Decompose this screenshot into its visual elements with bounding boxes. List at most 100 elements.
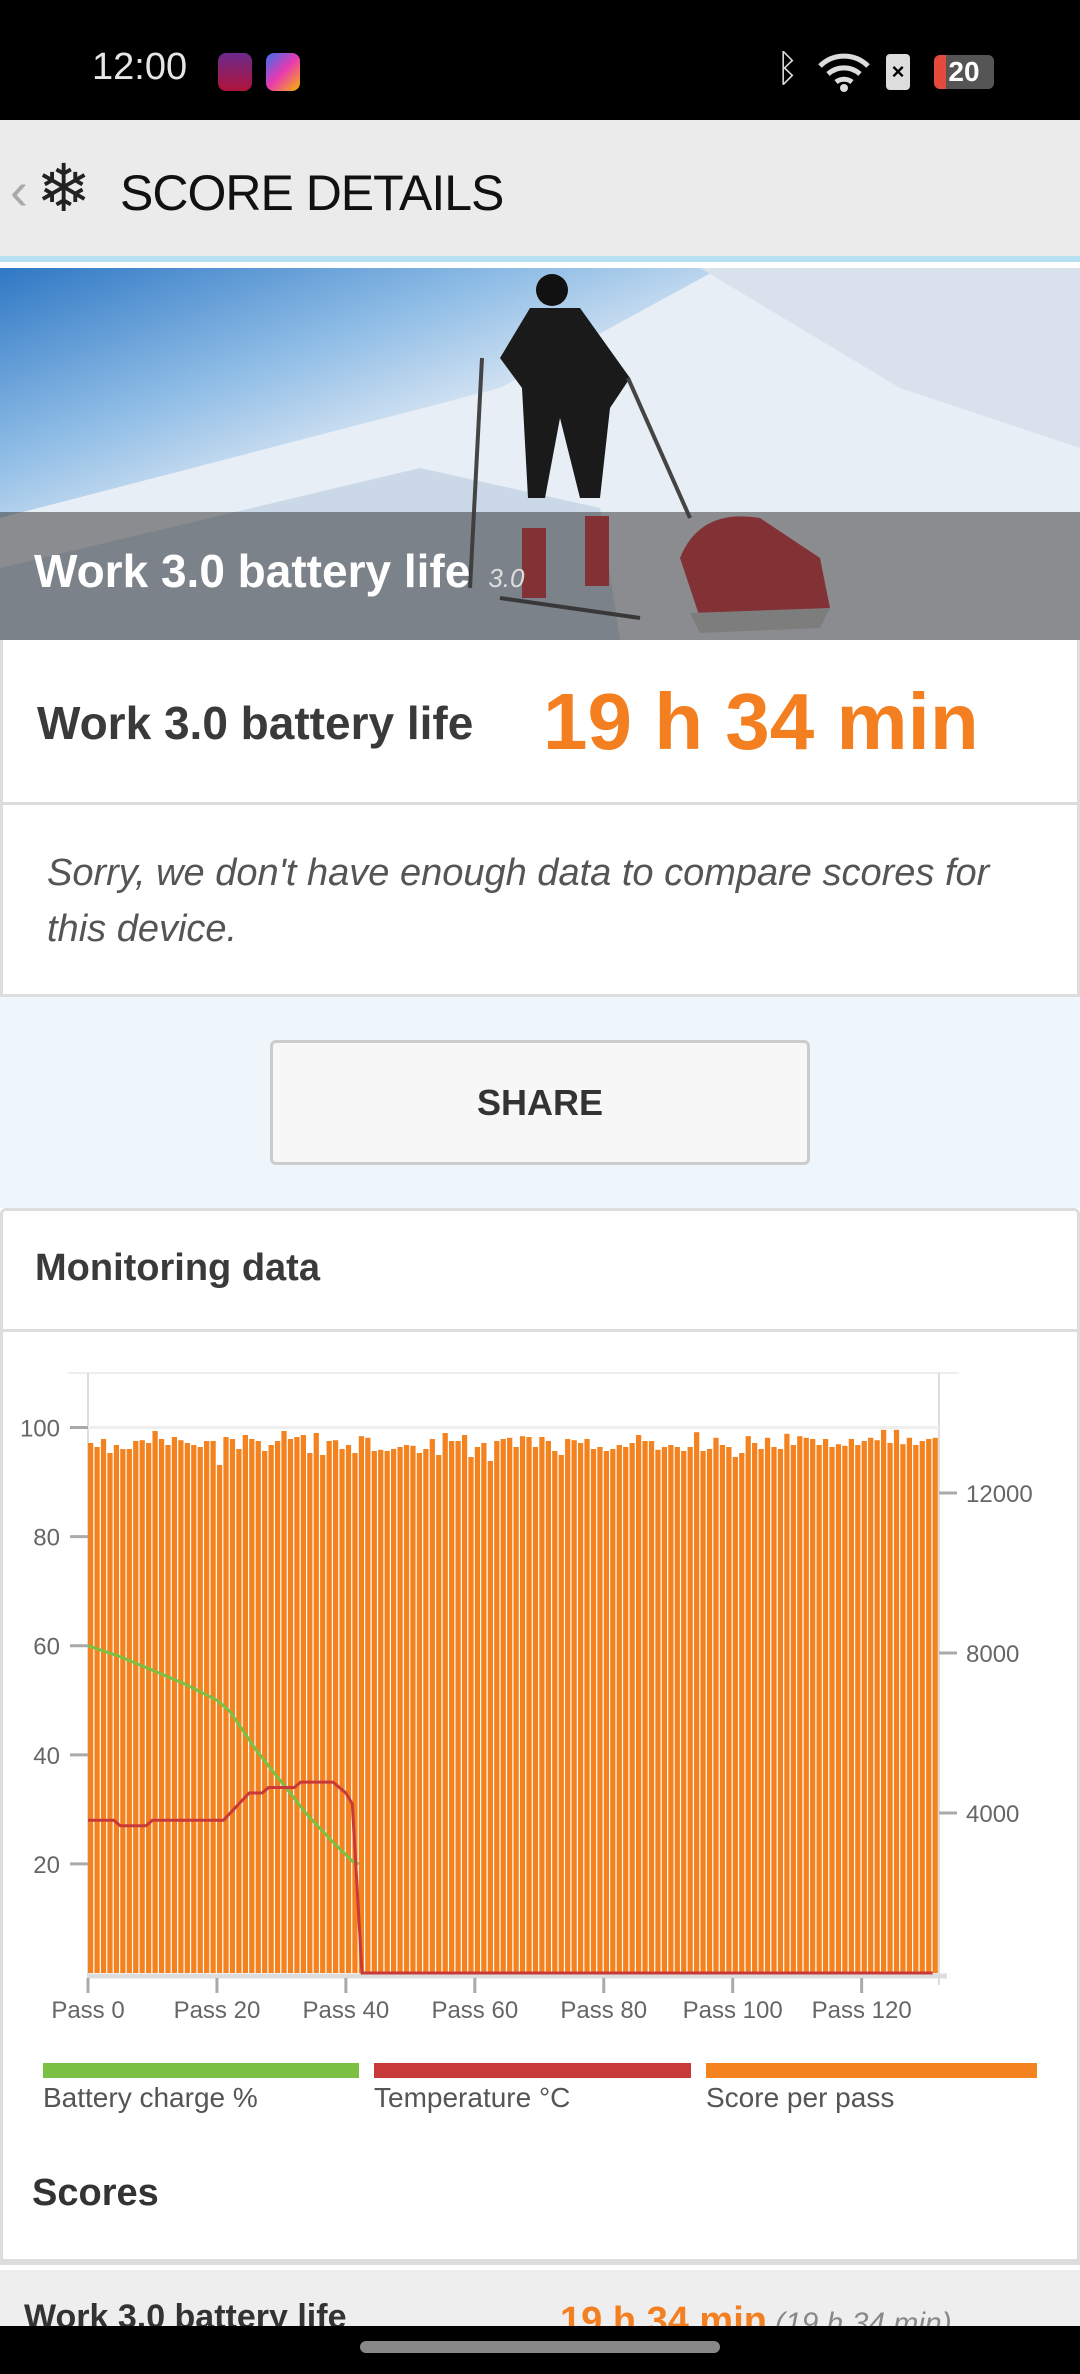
score-bar <box>719 1445 726 1973</box>
score-bar <box>126 1449 132 1973</box>
hero-title: Work 3.0 battery life 3.0 <box>34 544 524 598</box>
score-bar <box>526 1437 532 1973</box>
score-list-row[interactable]: Work 3.0 battery life 19 h 34 min (19 h 3… <box>0 2270 1080 2342</box>
score-bar <box>648 1441 655 1973</box>
score-bar <box>926 1439 932 1973</box>
page-title: SCORE DETAILS <box>120 165 504 221</box>
score-bar <box>487 1461 493 1973</box>
score-bar <box>842 1445 848 1973</box>
score-bar <box>694 1432 700 1973</box>
snowflake-icon: ❄ <box>36 151 92 225</box>
score-bar <box>352 1453 358 1973</box>
hero-banner: Work 3.0 battery life 3.0 <box>0 268 1080 640</box>
score-bar <box>558 1455 564 1973</box>
score-bar <box>507 1437 513 1973</box>
score-bar <box>616 1445 622 1973</box>
score-label: Work 3.0 battery life <box>37 697 474 749</box>
score-bar <box>668 1445 674 1973</box>
monitoring-chart: 20 40 60 80 100 4000 8000 12000 Pass 0 Pass 20 Pas… <box>20 1372 1033 2024</box>
score-bar <box>378 1449 384 1973</box>
score-bar <box>249 1439 255 1973</box>
score-bar <box>552 1451 558 1973</box>
x-tick-label: Pass 20 <box>174 1997 261 2024</box>
legend-swatch <box>43 2063 359 2078</box>
wifi-icon <box>818 53 870 92</box>
score-bar <box>100 1439 107 1973</box>
score-bar <box>590 1449 597 1973</box>
score-bar <box>326 1441 332 1973</box>
score-bar <box>597 1447 603 1973</box>
score-bar <box>146 1443 152 1973</box>
share-button[interactable]: SHARE <box>270 1040 810 1165</box>
home-handle[interactable] <box>360 2341 720 2353</box>
score-bar <box>565 1439 571 1973</box>
score-bar <box>210 1441 216 1973</box>
score-bar <box>429 1439 435 1973</box>
score-bar <box>139 1440 145 1973</box>
clock: 12:00 <box>92 46 188 88</box>
right-tick-label: 12000 <box>966 1481 1033 1508</box>
score-bar <box>848 1439 854 1973</box>
score-bar <box>932 1437 938 1973</box>
score-bar <box>887 1443 893 1973</box>
score-bar <box>184 1443 190 1973</box>
monitoring-title: Monitoring data <box>35 1247 320 1289</box>
score-bar <box>752 1443 758 1973</box>
battery-icon: 20 <box>934 55 994 89</box>
score-bar <box>391 1449 397 1973</box>
score-bar <box>519 1436 526 1973</box>
score-bar <box>745 1436 751 1973</box>
status-bar: 12:00 ᛒ × 20 <box>0 0 1080 120</box>
score-bar <box>262 1451 268 1973</box>
score-bar <box>913 1445 919 1973</box>
score-bar <box>268 1445 274 1973</box>
score-bar <box>474 1447 481 1973</box>
score-bar <box>713 1437 719 1973</box>
comparison-message: Sorry, we don't have enough data to comp… <box>0 805 1080 997</box>
score-bar <box>900 1444 906 1973</box>
score-bar <box>461 1435 468 1973</box>
app-header: ‹ ❄ SCORE DETAILS <box>0 120 1080 262</box>
chevron-left-icon[interactable]: ‹ <box>10 161 28 221</box>
x-tick-label: Pass 80 <box>560 1997 647 2024</box>
score-bar <box>777 1449 784 1973</box>
score-bar <box>152 1431 158 1973</box>
score-bar <box>835 1444 842 1973</box>
sim-x-icon: × <box>886 54 910 90</box>
score-bar <box>397 1447 403 1973</box>
score-bar <box>629 1443 635 1973</box>
score-bar <box>571 1440 577 1973</box>
score-bar <box>771 1447 777 1973</box>
score-bar <box>403 1445 410 1973</box>
score-bar <box>332 1440 339 1973</box>
score-value: 19 h 34 min <box>543 677 979 766</box>
score-bar <box>287 1439 294 1973</box>
score-bar <box>294 1437 300 1973</box>
score-bar <box>880 1429 887 1973</box>
right-tick-label: 4000 <box>966 1801 1019 1828</box>
score-bar <box>449 1441 455 1973</box>
score-bar <box>861 1441 867 1973</box>
score-bar <box>784 1433 790 1973</box>
score-bar <box>133 1441 139 1973</box>
score-bar <box>313 1433 319 1973</box>
score-summary: Work 3.0 battery life 19 h 34 min <box>0 640 1080 805</box>
score-bar <box>642 1441 648 1973</box>
score-bar <box>893 1429 900 1973</box>
legend-label: Temperature °C <box>374 2082 571 2113</box>
score-bar <box>307 1453 313 1973</box>
score-bar <box>320 1455 326 1973</box>
score-bar <box>416 1453 423 1973</box>
score-bar <box>120 1449 126 1973</box>
score-bar <box>410 1445 416 1973</box>
score-bar <box>803 1437 809 1973</box>
score-bar <box>822 1439 829 1973</box>
score-bar <box>158 1439 165 1973</box>
score-bar <box>764 1437 771 1973</box>
monitoring-header: Monitoring data <box>0 1208 1080 1332</box>
score-bar <box>513 1447 519 1973</box>
score-bar <box>500 1439 506 1973</box>
score-bar <box>919 1441 925 1973</box>
score-bar <box>494 1441 500 1973</box>
score-bar <box>88 1443 94 1973</box>
